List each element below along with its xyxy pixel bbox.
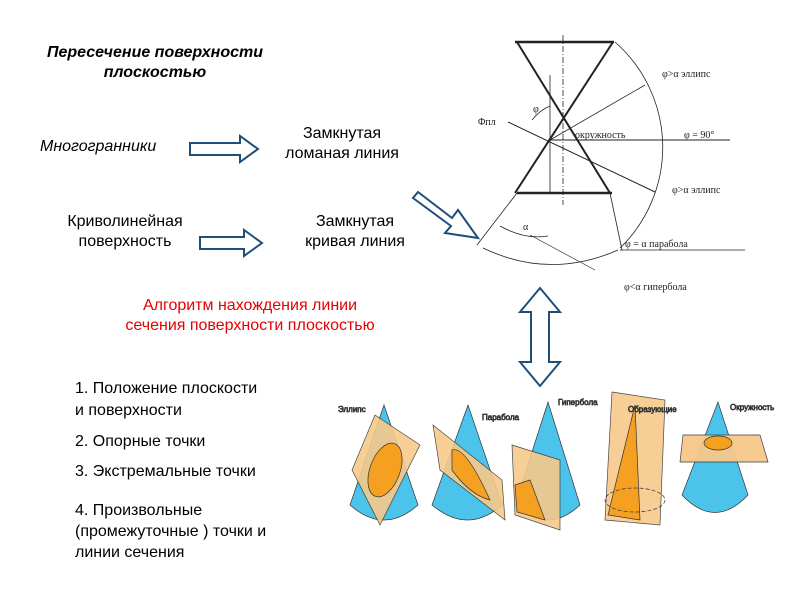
generatrix-cone: Образующие (604, 391, 678, 526)
algorithm-heading: Алгоритм нахождения линии сечения поверх… (125, 297, 375, 334)
ellipse-caption: Эллипс (338, 405, 366, 414)
section-examples: Эллипс Парабола Гипербола Образующие Окр… (338, 391, 775, 531)
step-4: 4. Произвольные (промежуточные ) точки и… (75, 502, 267, 561)
arrow-right-icon (199, 228, 264, 258)
cone-angle-diagram (476, 35, 745, 271)
parabola-cone: Парабола (431, 403, 520, 521)
parabola-label: φ = α парабола (625, 239, 688, 250)
step-3: 3. Экстремальные точки (75, 463, 256, 480)
closed-polyline-label: Замкнутая ломаная линия (285, 125, 399, 162)
step-2: 2. Опорные точки (75, 433, 206, 450)
arrow-right-icon (189, 134, 260, 164)
hyperbola-label: φ<α гипербола (624, 282, 687, 293)
parabola-caption: Парабола (482, 413, 520, 422)
alpha-label: α (523, 222, 529, 233)
circle-label: окружность (575, 130, 626, 141)
hyperbola-cone: Гипербола (511, 398, 598, 531)
generatrix-caption: Образующие (628, 405, 677, 414)
arrow-diagonal-icon (411, 190, 481, 240)
ellipse-label-2: φ>α эллипс (672, 185, 721, 196)
cone-diagram-labels: Φпл φ α φ>α эллипс окружность φ = 90° φ>… (478, 69, 721, 293)
circle-caption: Окружность (730, 403, 774, 412)
phi-label: φ (533, 104, 539, 115)
double-arrow-icon (517, 286, 563, 388)
hyperbola-caption: Гипербола (558, 398, 598, 407)
polyhedra-label: Многогранники (40, 138, 157, 155)
step-1: 1. Положение плоскости и поверхности (75, 380, 258, 419)
circle-cone: Окружность (679, 400, 775, 513)
ellipse-cone: Эллипс (338, 403, 421, 526)
slide-title: Пересечение поверхности плоскостью (47, 44, 263, 81)
plane-label: Φпл (478, 117, 496, 128)
closed-curve-label: Замкнутая кривая линия (305, 213, 405, 250)
phi-90-label: φ = 90° (684, 130, 714, 141)
ellipse-label: φ>α эллипс (662, 69, 711, 80)
curved-surface-label: Криволинейная поверхность (67, 213, 183, 250)
